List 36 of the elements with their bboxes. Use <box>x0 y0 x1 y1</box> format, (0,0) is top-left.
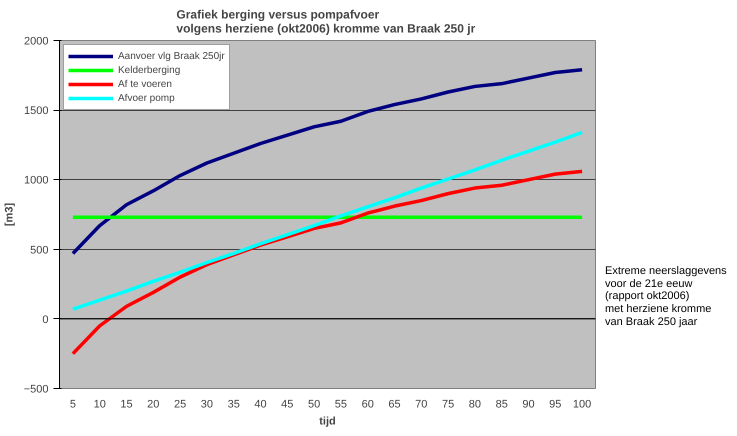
x-tick-label: 30 <box>200 398 214 410</box>
x-tick-label: 20 <box>147 398 160 410</box>
legend-label: Af te voeren <box>118 78 172 91</box>
y-axis-title: [m3] <box>4 202 16 226</box>
y-tick-label: 2000 <box>24 36 49 48</box>
chart-title: Grafiek berging versus pompafvoer volgens herziene (okt2006) kromme van Braak 250 jr <box>176 8 476 36</box>
legend-label: Afvoer pomp <box>118 92 175 105</box>
x-tick-label: 40 <box>254 398 267 410</box>
y-tick-label: 1000 <box>24 174 49 187</box>
x-tick-label: 55 <box>334 398 348 410</box>
x-tick-label: 10 <box>94 398 106 410</box>
y-tick-label: 1500 <box>24 105 49 118</box>
x-tick-label: 100 <box>572 398 592 410</box>
text: Extreme neerslaggevens voor de 21e eeuw (rapport okt2006) met herziene kromme van Braak 250 jaar <box>605 265 727 328</box>
x-tick-label: 45 <box>281 398 294 410</box>
line-series <box>71 130 584 311</box>
legend-label: Aanvoer vlg Braak 250jr <box>118 50 225 63</box>
x-tick-label: 50 <box>308 398 320 410</box>
x-tick-label: 25 <box>174 398 186 410</box>
legend-label: Kelderberging <box>118 64 180 77</box>
line-series <box>71 68 584 256</box>
x-tick-label: 80 <box>468 398 482 410</box>
x-tick-label: 35 <box>228 398 240 410</box>
x-tick-label: 70 <box>415 398 428 410</box>
x-tick-label: 95 <box>549 398 562 410</box>
x-axis-title: tijd <box>319 416 336 428</box>
x-tick-label: 60 <box>362 398 374 410</box>
y-tick-label: −500 <box>24 384 49 396</box>
x-tick-label: 85 <box>496 398 508 410</box>
x-tick-label: 15 <box>120 398 133 410</box>
y-tick-label: 500 <box>30 244 49 256</box>
x-tick-label: 75 <box>442 398 454 410</box>
x-tick-label: 90 <box>522 398 535 410</box>
y-tick-label: 0 <box>42 314 49 326</box>
x-tick-label: 5 <box>70 398 76 410</box>
x-tick-label: 65 <box>388 398 401 410</box>
